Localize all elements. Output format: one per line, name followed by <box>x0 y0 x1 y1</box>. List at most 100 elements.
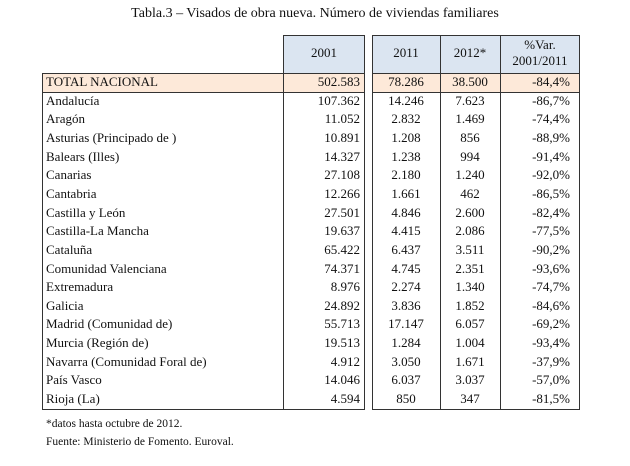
cell: 27.108 <box>324 167 360 183</box>
cell: -88,9% <box>532 129 570 145</box>
cell: -92,0% <box>532 167 570 183</box>
column-header: 2011 <box>393 45 419 60</box>
cell: 19.513 <box>324 335 360 351</box>
cell: 2.180 <box>391 167 421 183</box>
cell: 27.501 <box>324 204 360 220</box>
cell: 4.912 <box>330 353 360 369</box>
cell: -86,5% <box>532 185 570 201</box>
cell: 11.052 <box>324 111 360 127</box>
row-label: País Vasco <box>46 372 102 388</box>
row-label: Aragón <box>46 111 85 127</box>
cell: -93,4% <box>532 335 570 351</box>
cell: 14.246 <box>388 92 424 108</box>
cell: 1.852 <box>455 297 485 313</box>
header-bg <box>372 35 580 73</box>
header-bg <box>283 35 365 73</box>
cell: 3.037 <box>455 372 485 388</box>
cell: 17.147 <box>388 316 424 332</box>
cell: 1.671 <box>455 353 485 369</box>
column-header: 2001 <box>311 45 337 60</box>
cell: 7.623 <box>455 92 485 108</box>
row-label: Castilla-La Mancha <box>46 223 149 239</box>
row-label: Galicia <box>46 297 84 313</box>
cell: 850 <box>396 391 416 407</box>
footnote: *datos hasta octubre de 2012. <box>46 418 183 430</box>
cell: 347 <box>460 391 480 407</box>
cell: 4.745 <box>391 260 421 276</box>
cell: 1.238 <box>391 148 421 164</box>
cell: 4.594 <box>330 391 360 407</box>
cell: 1.004 <box>455 335 485 351</box>
cell: -82,4% <box>532 204 570 220</box>
cell: 6.037 <box>391 372 421 388</box>
cell: 14.327 <box>324 148 360 164</box>
cell: 10.891 <box>324 129 360 145</box>
total-bg <box>42 73 365 92</box>
cell: 1.284 <box>391 335 421 351</box>
cell: -74,4% <box>532 111 570 127</box>
cell: 6.437 <box>391 241 421 257</box>
cell: 78.286 <box>388 74 424 89</box>
cell: -84,6% <box>532 297 570 313</box>
cell: -74,7% <box>532 279 570 295</box>
row-label: Asturias (Principado de ) <box>46 129 177 145</box>
row-label: Canarias <box>46 167 92 183</box>
cell: 994 <box>460 148 480 164</box>
row-label: Murcia (Región de) <box>46 335 149 351</box>
cell: 107.362 <box>317 92 360 108</box>
title: Tabla.3 – Visados de obra nueva. Número … <box>131 6 499 21</box>
cell: 24.892 <box>324 297 360 313</box>
cell: 74.371 <box>324 260 360 276</box>
cell: -37,9% <box>532 353 570 369</box>
cell: 19.637 <box>324 223 360 239</box>
row-label: Cataluña <box>46 241 93 257</box>
row-label: Balears (Illes) <box>46 148 120 164</box>
cell: 2.832 <box>391 111 421 127</box>
cell: 4.846 <box>391 204 421 220</box>
cell: 12.266 <box>324 185 360 201</box>
row-label: Rioja (La) <box>46 391 100 407</box>
cell: 3.050 <box>391 353 421 369</box>
cell: 3.511 <box>455 241 485 257</box>
cell: -77,5% <box>532 223 570 239</box>
cell: 2.600 <box>455 204 485 220</box>
row-label: Navarra (Comunidad Foral de) <box>46 353 207 369</box>
cell: 8.976 <box>330 279 360 295</box>
cell: 14.046 <box>324 372 360 388</box>
cell: 1.240 <box>455 167 485 183</box>
cell: 502.583 <box>317 74 360 89</box>
cell: 4.415 <box>391 223 421 239</box>
cell: 2.086 <box>455 223 485 239</box>
cell: -91,4% <box>532 148 570 164</box>
cell: -90,2% <box>532 241 570 257</box>
cell: 1.661 <box>391 185 421 201</box>
cell: 38.500 <box>452 74 488 89</box>
cell: -93,6% <box>532 260 570 276</box>
cell: -86,7% <box>532 92 570 108</box>
cell: -57,0% <box>532 372 570 388</box>
cell: 1.340 <box>455 279 485 295</box>
cell: 55.713 <box>324 316 360 332</box>
row-label: Extremadura <box>46 279 114 295</box>
row-label: Andalucía <box>46 92 100 108</box>
cell: 2.351 <box>455 260 485 276</box>
row-label: Cantabria <box>46 185 97 201</box>
cell: -69,2% <box>532 316 570 332</box>
cell: 6.057 <box>455 316 485 332</box>
column-header: 2012* <box>453 45 487 60</box>
cell: 3.836 <box>391 297 421 313</box>
row-label: Castilla y León <box>46 204 126 220</box>
total-bg <box>372 73 580 92</box>
row-label: TOTAL NACIONAL <box>46 74 158 89</box>
footnote: Fuente: Ministerio de Fomento. Euroval. <box>46 436 234 448</box>
cell: 2.274 <box>391 279 421 295</box>
row-label: Madrid (Comunidad de) <box>46 316 173 332</box>
cell: -84,4% <box>532 74 570 89</box>
cell: 1.208 <box>391 129 421 145</box>
cell: 856 <box>460 129 480 145</box>
cell: -81,5% <box>532 391 570 407</box>
column-header: %Var. 2001/2011 <box>512 37 568 68</box>
cell: 65.422 <box>324 241 360 257</box>
